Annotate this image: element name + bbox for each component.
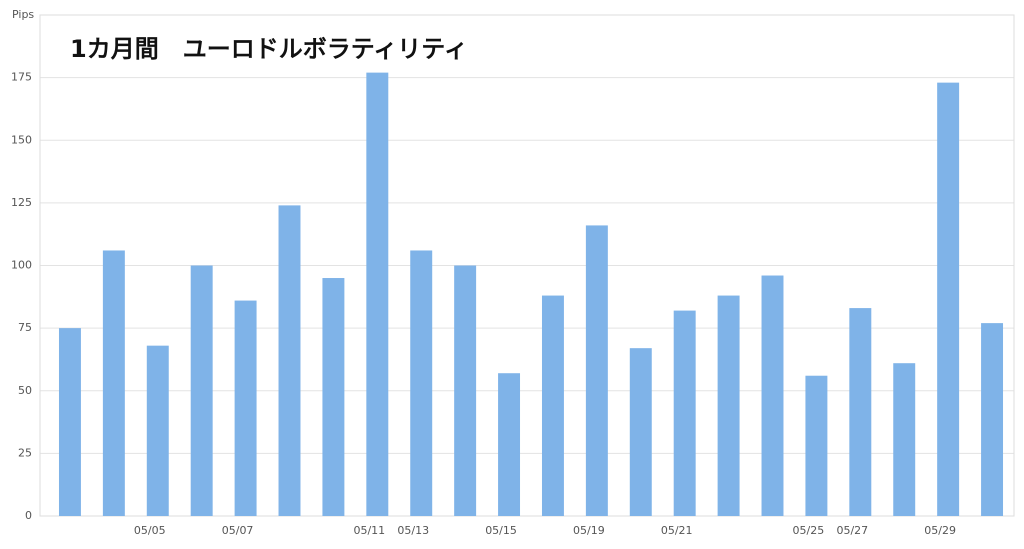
- chart-title: 1カ月間 ユーロドルボラティリティ: [70, 35, 468, 63]
- bar: [893, 363, 916, 516]
- plot-frame: [39, 14, 1015, 517]
- y-tick-label: 150: [11, 133, 32, 146]
- y-tick-label: 50: [18, 384, 32, 397]
- x-tick-label: 05/19: [573, 524, 605, 537]
- bar: [102, 250, 125, 516]
- bar: [981, 323, 1004, 516]
- bar: [234, 300, 257, 516]
- x-tick-label: 05/15: [485, 524, 517, 537]
- bar: [585, 225, 608, 517]
- y-tick-label: 175: [11, 71, 32, 84]
- bar: [366, 72, 389, 517]
- bar: [761, 275, 784, 516]
- bar: [278, 205, 301, 516]
- y-tick-label: 0: [25, 509, 32, 522]
- y-axis-label: Pips: [12, 8, 34, 21]
- y-tick-label: 100: [11, 259, 32, 272]
- x-tick-label: 05/05: [134, 524, 166, 537]
- x-tick-label: 05/29: [924, 524, 956, 537]
- x-tick-label: 05/07: [222, 524, 254, 537]
- bar: [629, 348, 652, 516]
- bar: [146, 345, 169, 516]
- bar: [322, 278, 345, 516]
- y-tick-label: 125: [11, 196, 32, 209]
- y-tick-label: 75: [18, 321, 32, 334]
- x-tick-label: 05/27: [836, 524, 868, 537]
- bar: [849, 308, 872, 516]
- bar: [937, 82, 960, 516]
- x-tick-label: 05/25: [793, 524, 825, 537]
- bar: [805, 375, 828, 516]
- x-tick-label: 05/21: [661, 524, 693, 537]
- y-tick-label: 25: [18, 446, 32, 459]
- x-tick-label: 05/13: [397, 524, 429, 537]
- bar: [58, 328, 81, 516]
- bar: [410, 250, 433, 516]
- bar: [498, 373, 521, 516]
- bar: [190, 265, 213, 516]
- bar: [673, 310, 696, 516]
- bar: [454, 265, 477, 516]
- x-tick-label: 05/11: [353, 524, 385, 537]
- bar: [541, 295, 564, 516]
- bar: [717, 295, 740, 516]
